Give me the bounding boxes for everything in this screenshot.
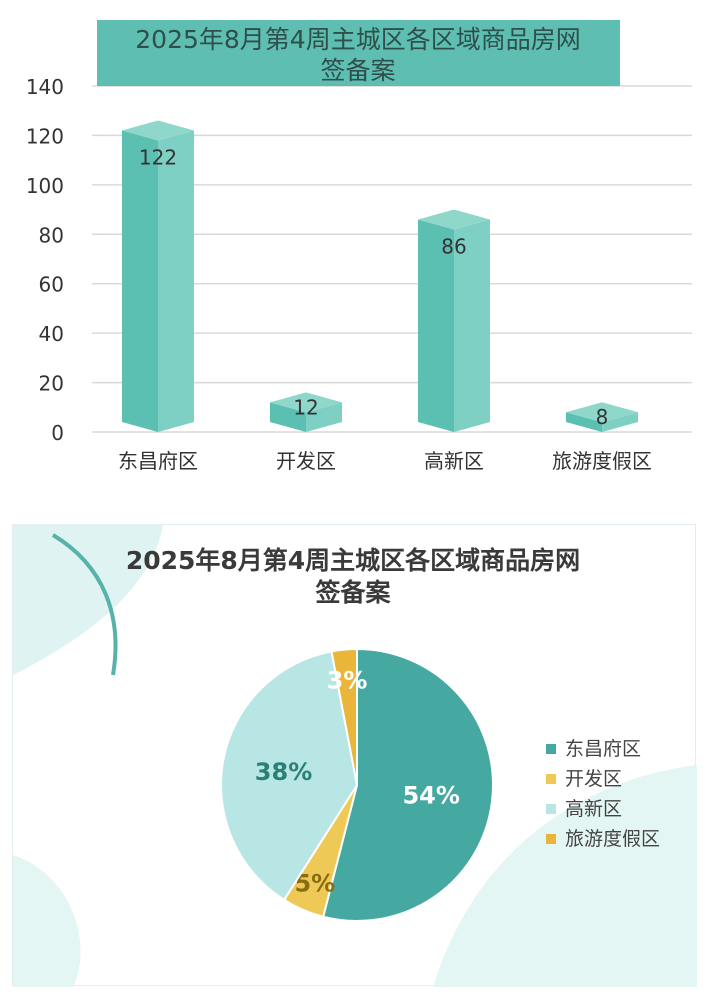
chart-title-line1: 2025年8月第4周主城区各区域商品房网 [126, 546, 580, 575]
pie-data-label: 38% [255, 758, 312, 786]
y-tick-label: 40 [39, 322, 64, 346]
chart-title-line1: 2025年8月第4周主城区各区域商品房网 [135, 25, 580, 54]
x-tick-label: 高新区 [424, 449, 484, 473]
legend-swatch [546, 804, 556, 814]
x-tick-label: 东昌府区 [118, 449, 198, 473]
pie-chart: 2025年8月第4周主城区各区域商品房网签备案54%5%38%3%东昌府区开发区… [13, 525, 697, 987]
legend-swatch [546, 774, 556, 784]
chart-title-line2: 签备案 [314, 578, 391, 607]
bar-top-face [418, 209, 490, 230]
bar-front-face [418, 219, 454, 432]
bar-front-face [566, 412, 602, 432]
pie-chart-panel: 2025年8月第4周主城区各区域商品房网 签备案 54% 5% 38% 3% 东昌府区 开发区… [12, 524, 697, 987]
chart-title-background [97, 20, 620, 86]
chart-title-line2: 签备案 [320, 56, 395, 85]
bar-top-face [566, 402, 638, 423]
legend-label: 旅游度假区 [565, 828, 660, 850]
leaf-decoration [51, 533, 118, 676]
y-tick-label: 100 [26, 174, 64, 198]
legend-label: 东昌府区 [565, 738, 641, 760]
leaf-decoration [13, 525, 163, 675]
pie-slice [330, 647, 358, 786]
bar-data-label: 8 [596, 405, 609, 429]
y-tick-label: 120 [26, 124, 64, 148]
bar-chart: 0 20 40 60 80 100 120 140 122 东昌府区 12 开发区 86 高新区 8 旅游度假… [26, 20, 692, 473]
bar-top-face [270, 392, 342, 413]
legend-swatch [546, 834, 556, 844]
legend-label: 开发区 [565, 768, 622, 790]
pie-data-label: 3% [327, 666, 368, 694]
y-tick-label: 140 [26, 75, 64, 99]
pie-data-label: 54% [402, 781, 459, 809]
bar-side-face [454, 219, 490, 432]
bar-side-face [602, 412, 638, 432]
y-tick-label: 60 [39, 273, 64, 297]
y-tick-label: 80 [39, 223, 64, 247]
wave-decoration [433, 765, 697, 987]
x-tick-label: 开发区 [276, 449, 336, 473]
bar-data-label: 86 [441, 234, 466, 258]
pie-slice [321, 647, 494, 922]
bar-top-face [122, 120, 194, 141]
bar-data-label: 12 [293, 395, 318, 419]
bar-front-face [122, 130, 158, 432]
y-tick-label: 0 [51, 421, 64, 445]
y-tick-label: 20 [39, 372, 64, 396]
bar-chart-panel: 0 20 40 60 80 100 120 140 122 东昌府区 12 开发区 86 高新区 8 旅游度假… [12, 0, 696, 492]
bar-side-face [306, 402, 342, 432]
x-tick-label: 旅游度假区 [552, 449, 652, 473]
wave-decoration [13, 855, 81, 987]
legend-swatch [546, 744, 556, 754]
bar-side-face [158, 130, 194, 432]
pie-slice [220, 650, 359, 902]
bar-data-label: 122 [139, 145, 177, 169]
bar-front-face [270, 402, 306, 432]
legend-label: 高新区 [565, 798, 622, 820]
